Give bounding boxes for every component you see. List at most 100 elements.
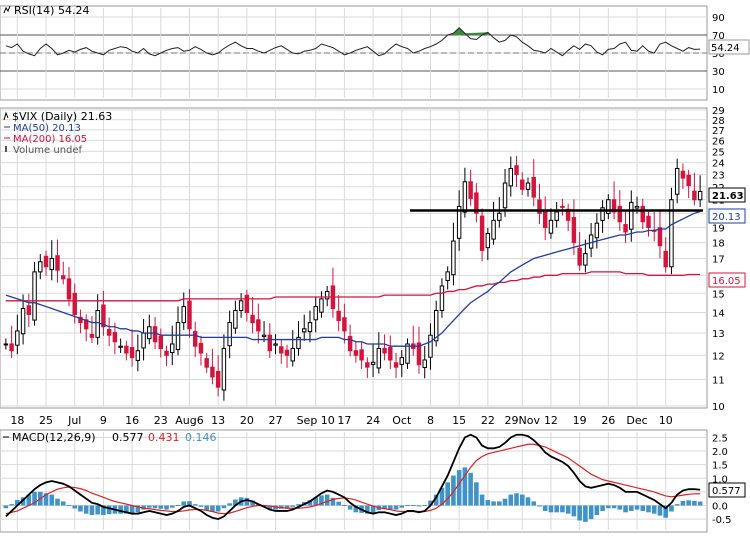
macd-histogram-bar [3, 505, 9, 509]
candle [89, 316, 95, 343]
candle [307, 310, 313, 343]
candle [38, 254, 43, 280]
candle [273, 334, 278, 355]
candle [353, 340, 359, 363]
candle [474, 183, 479, 223]
candle-body [456, 205, 462, 239]
price-title: $VIX (Daily) 21.63 [12, 110, 112, 123]
candle-body [468, 181, 473, 199]
macd-panel: -0.50.00.51.01.52.02.5 MACD(12,26,9) 0.5… [0, 429, 746, 533]
candle-body [129, 347, 135, 359]
candle [164, 345, 169, 367]
macd-lines [5, 433, 701, 521]
x-tick-label: Aug6 [175, 414, 203, 427]
candle [439, 278, 445, 318]
candle [198, 335, 204, 366]
x-tick-label: Dec [626, 414, 647, 427]
x-tick-label: 24 [366, 414, 380, 427]
candle-body [657, 227, 663, 247]
signal-value: 0.431 [148, 431, 180, 444]
candle [284, 344, 290, 368]
candle [445, 266, 450, 290]
rsi-last-value-badge: 54.24 [708, 39, 750, 55]
macd-histogram-bar [611, 505, 617, 509]
candle [181, 292, 186, 330]
candle-body [525, 182, 531, 190]
macd-histogram-bar [83, 505, 89, 514]
price-tick-label: 13 [712, 329, 725, 340]
candle [135, 334, 141, 372]
candle-body [307, 322, 313, 333]
macd-histogram-bar [674, 504, 680, 506]
macd-histogram-bar [588, 505, 594, 520]
candle-body [365, 362, 370, 368]
candle-body [347, 336, 353, 352]
candle [502, 168, 508, 217]
macd-tick-label: 1.5 [712, 461, 728, 472]
candle-body [542, 210, 548, 229]
candle-body [72, 292, 77, 315]
macd-histogram-bar [78, 505, 83, 512]
candle-body [261, 334, 267, 338]
candle-body [279, 346, 284, 354]
macd-histogram-bar [502, 498, 508, 506]
macd-histogram-bar [215, 505, 221, 512]
x-tick-label: 9 [100, 414, 107, 427]
x-tick-label: 16 [125, 414, 139, 427]
macd-histogram-bar [640, 505, 646, 511]
macd-histogram-bar [135, 505, 141, 513]
rsi-line [5, 27, 701, 57]
candle-body [112, 331, 118, 343]
candle [106, 317, 112, 346]
candle [95, 294, 100, 345]
candle-body [135, 350, 141, 361]
candle [26, 293, 32, 327]
price-gridlines [0, 109, 707, 407]
macd-histogram-bar [43, 493, 49, 506]
candle [433, 300, 439, 347]
candle-body [9, 343, 14, 352]
last-price-label: 21.63 [712, 191, 744, 202]
ma50-badge [708, 208, 746, 224]
candle [669, 187, 674, 275]
macd-histogram-bar [204, 505, 209, 511]
candle [101, 290, 106, 336]
candle-body [571, 217, 577, 244]
macd-histogram-bar [250, 500, 255, 506]
candle [508, 156, 514, 197]
macd-histogram-bar [342, 504, 347, 506]
candle [422, 345, 427, 379]
macd-histogram-bar [49, 494, 55, 506]
candle-body [560, 205, 565, 208]
candle-body [170, 343, 175, 354]
candle [359, 342, 364, 370]
candle-body [565, 208, 571, 221]
candle [61, 261, 66, 285]
candle [238, 293, 244, 318]
candle-body [152, 326, 158, 343]
candle [577, 232, 582, 271]
candle [227, 310, 232, 359]
candle [376, 332, 382, 374]
macd-histogram-bar [319, 495, 324, 506]
candle-body [49, 257, 54, 271]
candle-body [474, 192, 479, 214]
candle-body [462, 181, 468, 213]
candle-body [640, 205, 645, 223]
x-tick-label: 26 [601, 414, 615, 427]
price-tick-label: 26 [712, 136, 725, 147]
moving-averages [5, 210, 701, 347]
x-axis-labels: 18 25 Jul 9 16 23 Aug6 13 20 27 Sep 10 17 24 Oct 8 15 22… [10, 414, 672, 427]
candle [370, 344, 376, 377]
x-tick-label: 22 [481, 414, 495, 427]
candle-body [376, 347, 382, 369]
candle-body [606, 199, 611, 214]
macd-histogram-bar [95, 505, 100, 515]
candle-body [520, 179, 525, 190]
candle-body [416, 342, 422, 366]
macd-histogram-bar [221, 505, 227, 509]
candle [571, 199, 577, 256]
rsi-tick-label: 30 [712, 67, 725, 78]
candle [479, 208, 485, 262]
macd-histogram-bar [347, 505, 353, 510]
